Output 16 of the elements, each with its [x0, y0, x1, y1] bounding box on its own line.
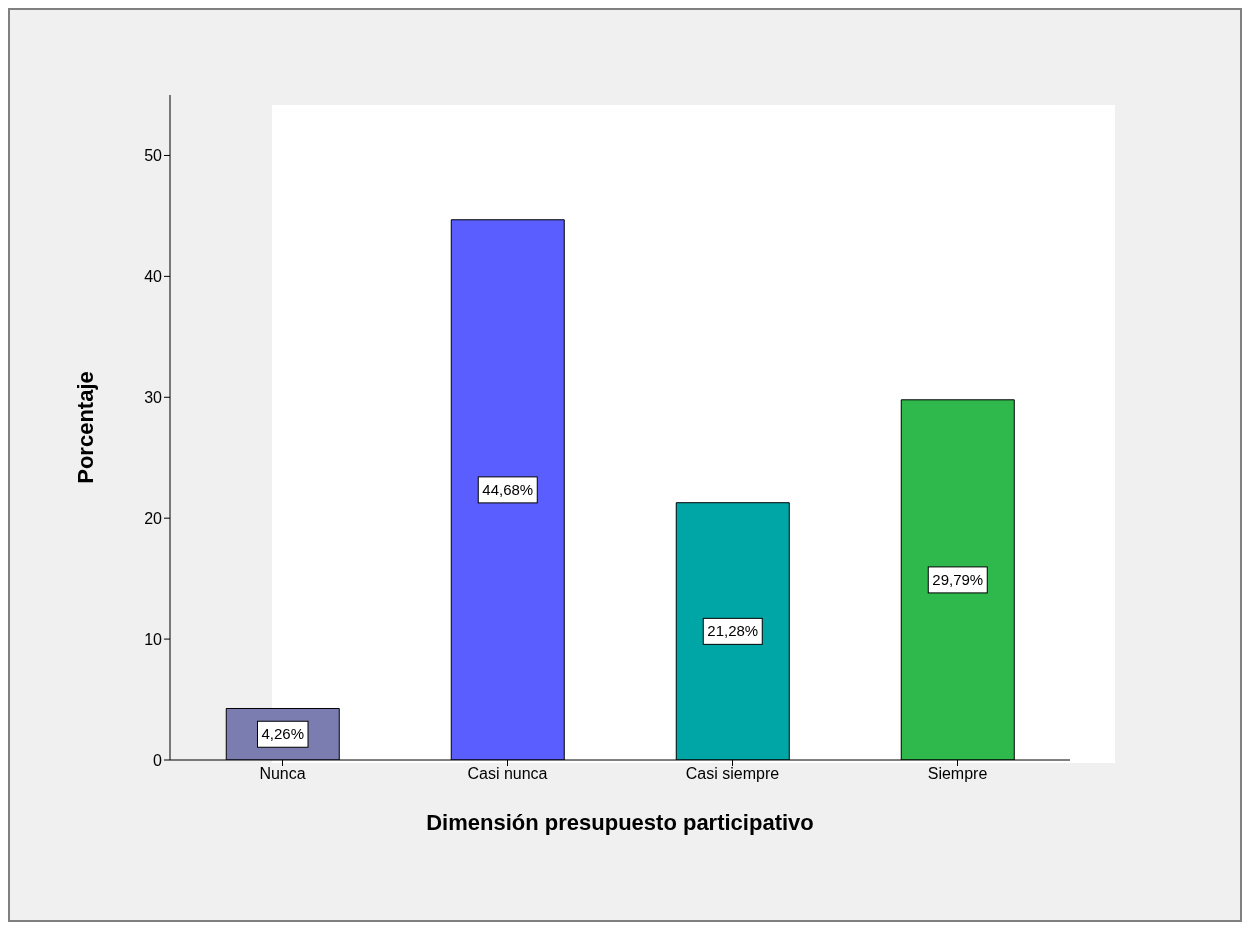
y-tick-label: 40 [144, 268, 163, 286]
x-axis-title: Dimensión presupuesto participativo [426, 810, 814, 835]
x-tick-label: Siempre [927, 765, 988, 783]
y-tick-label: 0 [153, 751, 163, 769]
y-axis-title: Porcentaje [72, 371, 98, 484]
x-tick-label: Nunca [259, 765, 306, 783]
data-label: 4,26% [261, 725, 305, 743]
y-tick-label: 50 [144, 147, 163, 165]
x-tick-label: Casi nunca [467, 765, 548, 783]
y-tick-label: 20 [144, 509, 163, 527]
y-tick-label: 30 [144, 388, 163, 406]
x-tick-label: Casi siempre [685, 765, 780, 783]
data-label: 29,79% [932, 570, 984, 588]
data-label: 21,28% [707, 622, 759, 640]
y-tick-label: 10 [144, 630, 163, 648]
data-label: 44,68% [482, 480, 534, 498]
